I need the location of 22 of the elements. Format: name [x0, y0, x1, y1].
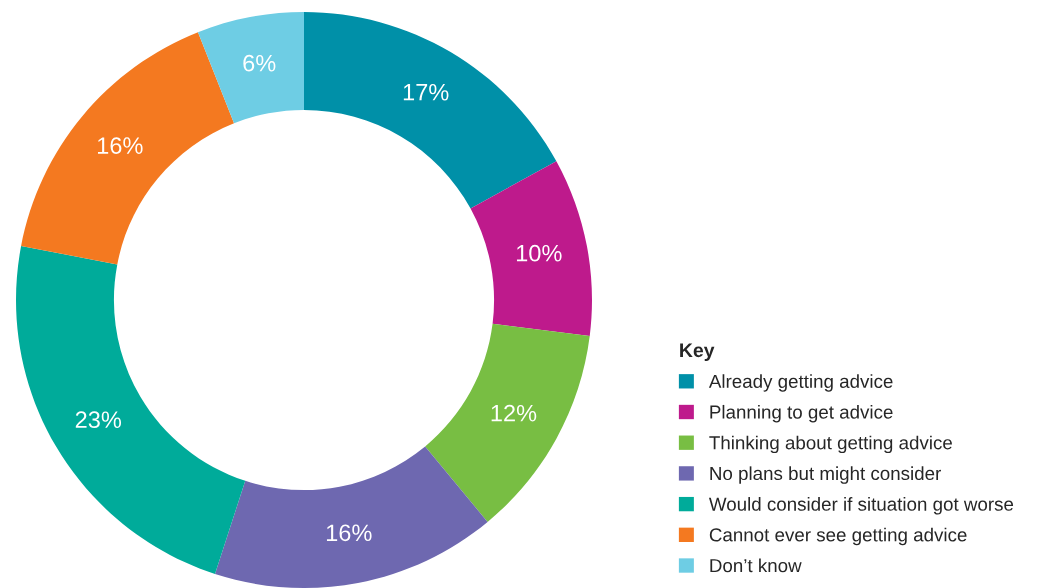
donut-slice — [197, 12, 304, 124]
legend-title: Key — [680, 343, 715, 361]
legend-label: Already getting advice — [708, 374, 893, 392]
data-label: 16% — [326, 524, 372, 542]
data-label: 12% — [491, 404, 537, 422]
legend-label: Planning to get advice — [710, 404, 893, 423]
data-label: 10% — [516, 244, 562, 262]
donut-slice — [425, 323, 590, 522]
legend-label: Thinking about getting advice — [709, 435, 952, 454]
donut-slice — [21, 32, 235, 265]
legend-label: Would consider if situation got worse — [708, 497, 1014, 515]
legend-label: No plans but might consider — [710, 466, 941, 484]
data-label: 6% — [243, 54, 276, 72]
donut-slice — [304, 12, 557, 209]
donut-slice — [470, 161, 592, 337]
donut-slice — [16, 246, 246, 574]
data-label: 16% — [97, 137, 143, 154]
legend-label: Don’t know — [710, 558, 802, 573]
data-label: 23% — [75, 411, 122, 429]
donut-slice — [215, 446, 488, 588]
data-label: 17% — [403, 83, 449, 101]
legend-label: Cannot ever see getting advice — [709, 527, 967, 546]
